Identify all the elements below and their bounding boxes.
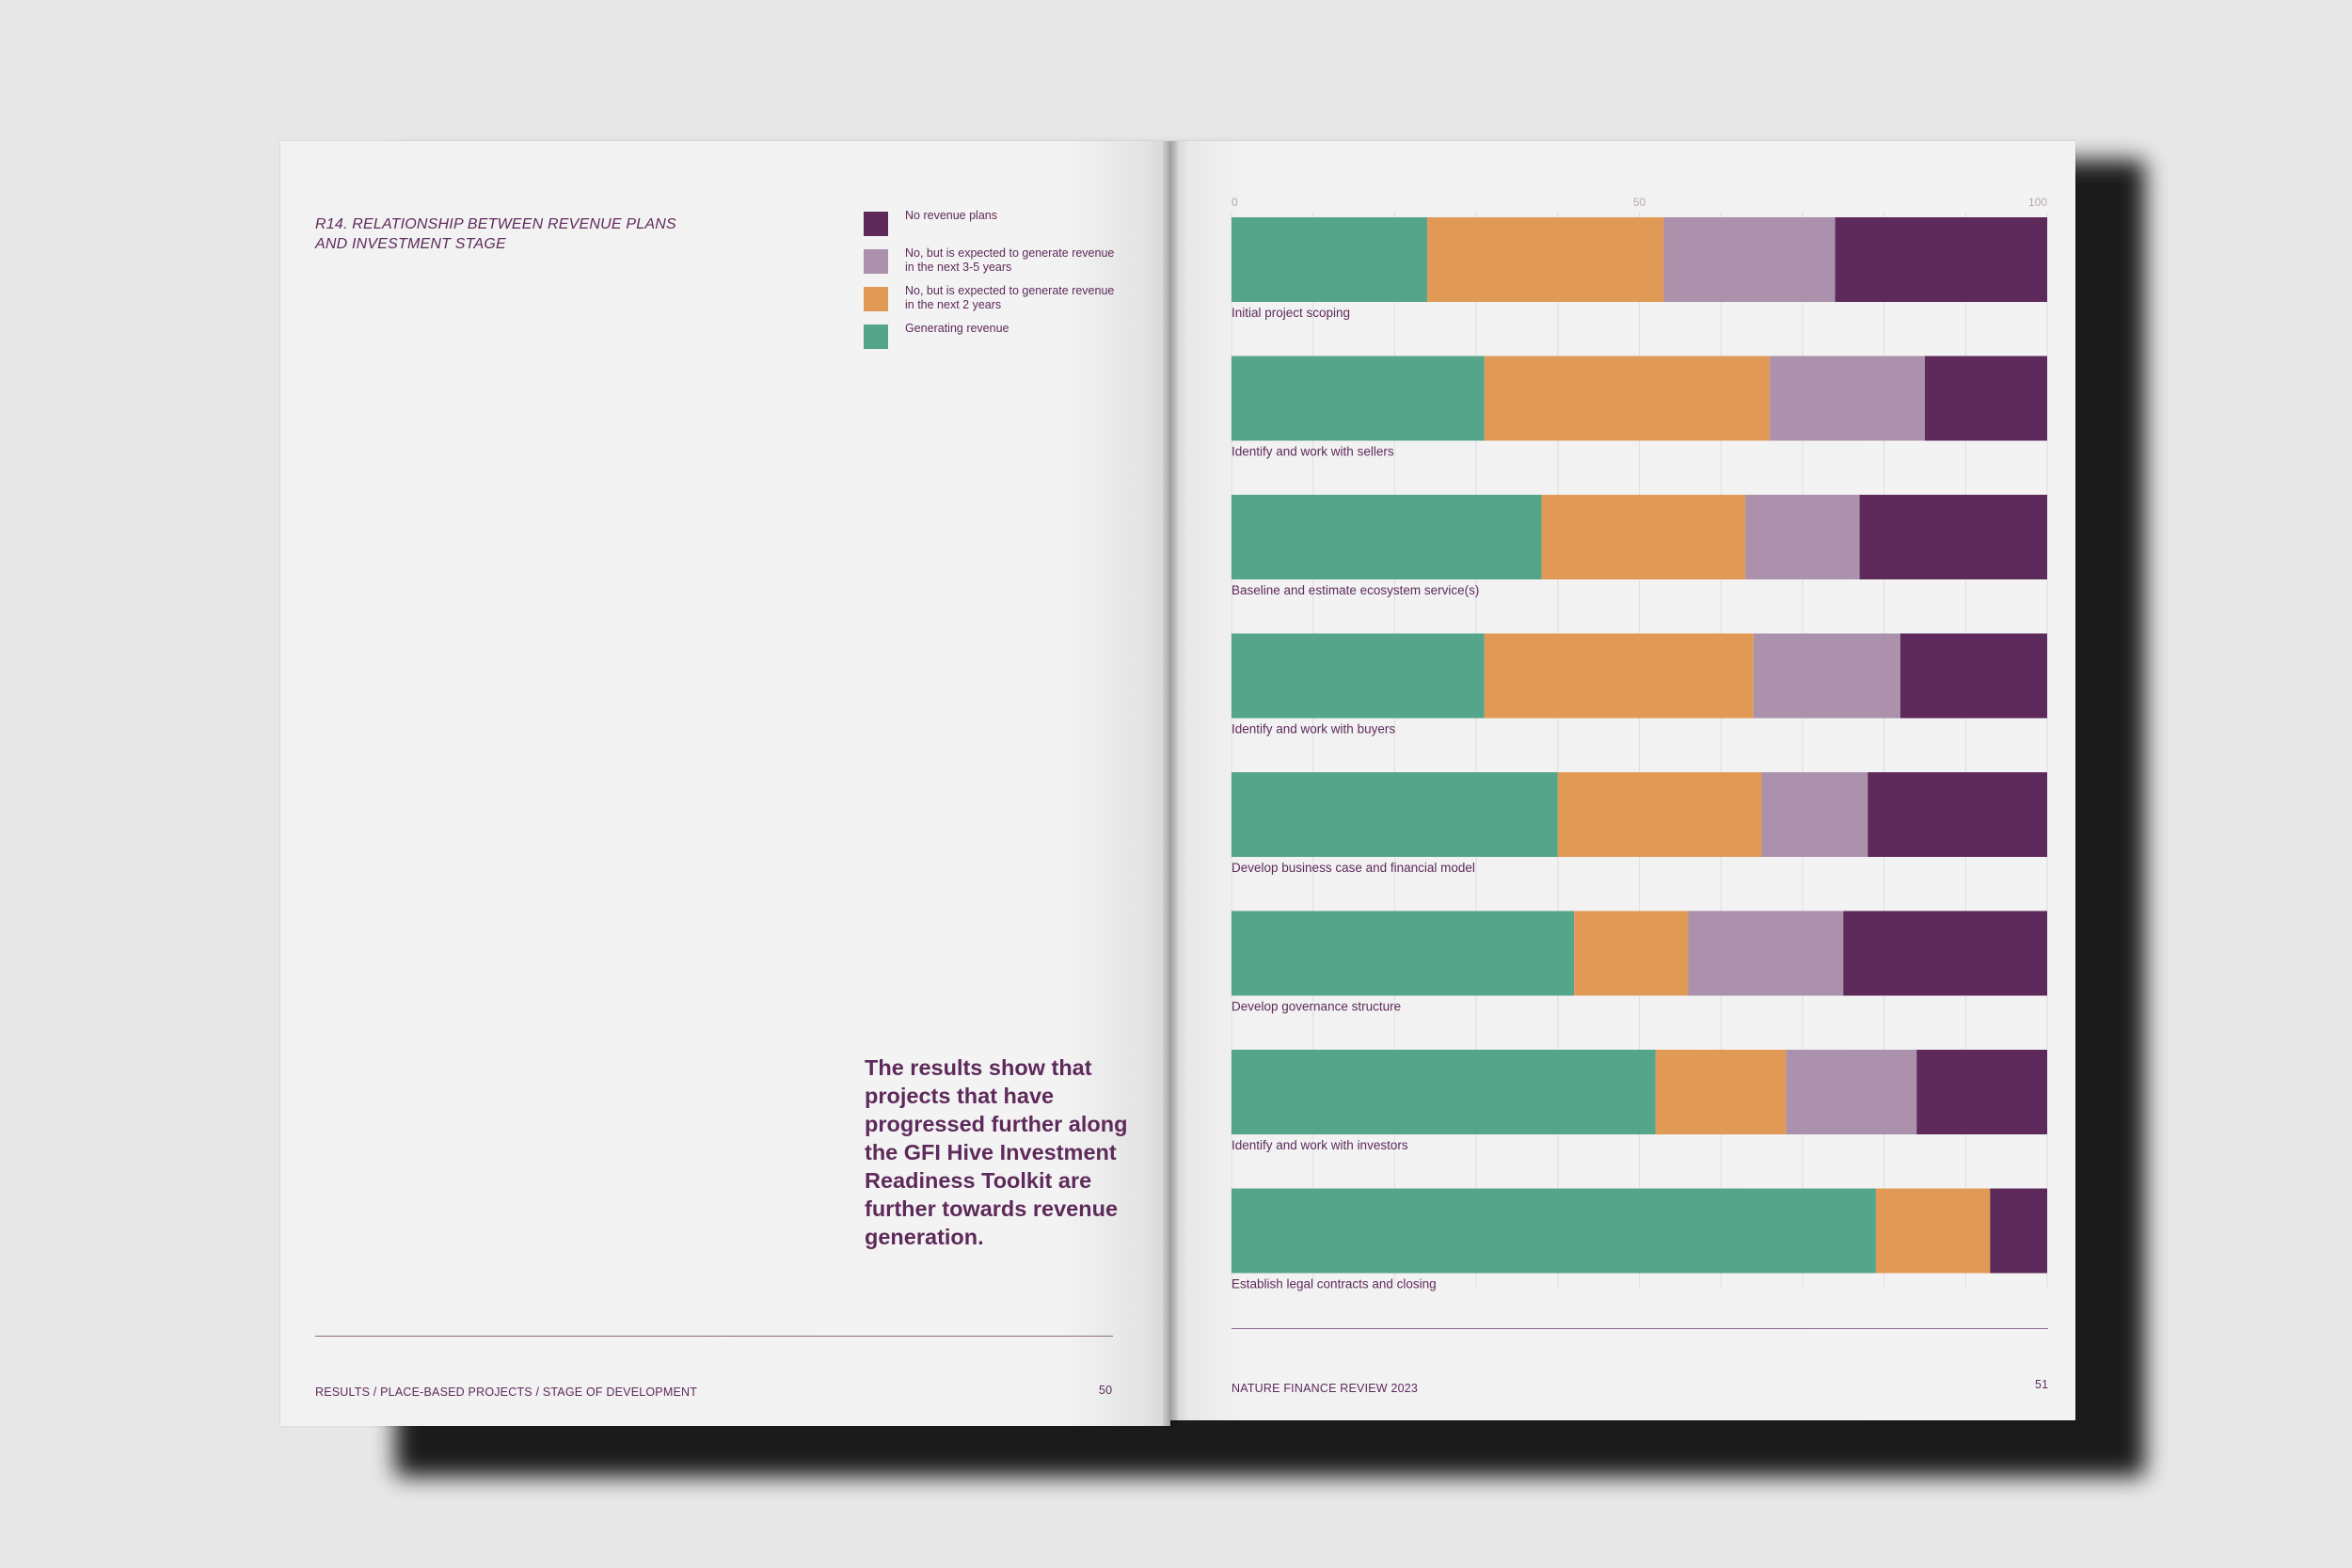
bar-segment <box>1867 772 2047 857</box>
left-page-number: 50 <box>1099 1384 1113 1397</box>
bar-segment <box>1924 356 2047 441</box>
legend-swatch <box>864 325 888 349</box>
legend-swatch <box>864 249 888 274</box>
bar-segment <box>1843 911 2047 996</box>
chart-category-labels: Initial project scoping Identify and work… <box>1232 306 1479 1291</box>
bar-segment <box>1232 356 1485 441</box>
legend-label: No revenue plans <box>905 209 997 222</box>
category-label: Establish legal contracts and closing <box>1232 1277 1437 1291</box>
left-footer-rule <box>315 1336 1113 1337</box>
bar-segment <box>1655 1050 1787 1134</box>
bar-segment <box>1786 1050 1917 1134</box>
bar-segment <box>1541 495 1746 579</box>
book-gutter <box>1163 141 1178 1426</box>
legend-item-generating-revenue: Generating revenue <box>864 322 1118 359</box>
legend-item-no-revenue-plans: No revenue plans <box>864 209 1118 246</box>
bar-segment <box>1557 772 1762 857</box>
category-label: Identify and work with sellers <box>1232 445 1394 459</box>
pull-quote: The results show that projects that have… <box>865 1055 1128 1249</box>
bar-segment <box>1663 217 1836 302</box>
category-label: Baseline and estimate ecosystem service(… <box>1232 583 1479 597</box>
category-label: Identify and work with investors <box>1232 1138 1408 1152</box>
bar-segment <box>1232 217 1428 302</box>
bar-segment <box>1859 495 2047 579</box>
bar-segment <box>1232 495 1542 579</box>
x-tick-label: 100 <box>2028 196 2047 209</box>
chart-bars <box>1232 217 2047 1274</box>
chart-legend: No revenue plans No, but is expected to … <box>864 209 1118 359</box>
legend-label: No, but is expected to generate revenue … <box>905 284 1115 311</box>
bar-segment <box>1835 217 2047 302</box>
legend-item-3-5-years: No, but is expected to generate revenue … <box>864 246 1118 284</box>
legend-swatch <box>864 212 888 236</box>
bar-segment <box>1770 356 1925 441</box>
right-page-number: 51 <box>2035 1378 2049 1391</box>
legend-swatch <box>864 287 888 311</box>
x-tick-label: 0 <box>1232 196 1238 209</box>
category-label: Initial project scoping <box>1232 306 1350 320</box>
left-footer-section: RESULTS / PLACE-BASED PROJECTS / STAGE O… <box>315 1386 698 1399</box>
bar-segment <box>1484 356 1771 441</box>
bar-segment <box>1232 1050 1656 1134</box>
bar-segment <box>1232 911 1575 996</box>
chart-title: R14. RELATIONSHIP BETWEEN REVENUE PLANS … <box>315 216 676 252</box>
bar-segment <box>1875 1188 1991 1274</box>
bar-segment <box>1427 217 1664 302</box>
category-label: Develop business case and financial mode… <box>1232 861 1475 875</box>
bar-segment <box>1232 772 1558 857</box>
bar-segment <box>1688 911 1844 996</box>
category-label: Identify and work with buyers <box>1232 722 1395 736</box>
category-label: Develop governance structure <box>1232 1000 1401 1014</box>
bar-segment <box>1745 495 1860 579</box>
right-footer-title: NATURE FINANCE REVIEW 2023 <box>1232 1382 1419 1395</box>
legend-label: Generating revenue <box>905 322 1009 335</box>
x-tick-label: 50 <box>1633 196 1646 209</box>
bar-segment <box>1899 633 2047 719</box>
chart-x-ticks: 0 50 100 <box>1232 196 2047 209</box>
bar-segment <box>1761 772 1868 857</box>
bar-segment <box>1484 633 1754 719</box>
left-page <box>280 141 1170 1426</box>
legend-item-2-years: No, but is expected to generate revenue … <box>864 284 1118 322</box>
bar-segment <box>1232 1188 1876 1274</box>
right-footer-rule <box>1232 1328 2048 1329</box>
bar-segment <box>1753 633 1900 719</box>
bar-segment <box>1574 911 1689 996</box>
bar-segment <box>1916 1050 2047 1134</box>
bar-segment <box>1990 1188 2047 1274</box>
legend-label: No, but is expected to generate revenue … <box>905 246 1115 274</box>
bar-segment <box>1232 633 1485 719</box>
